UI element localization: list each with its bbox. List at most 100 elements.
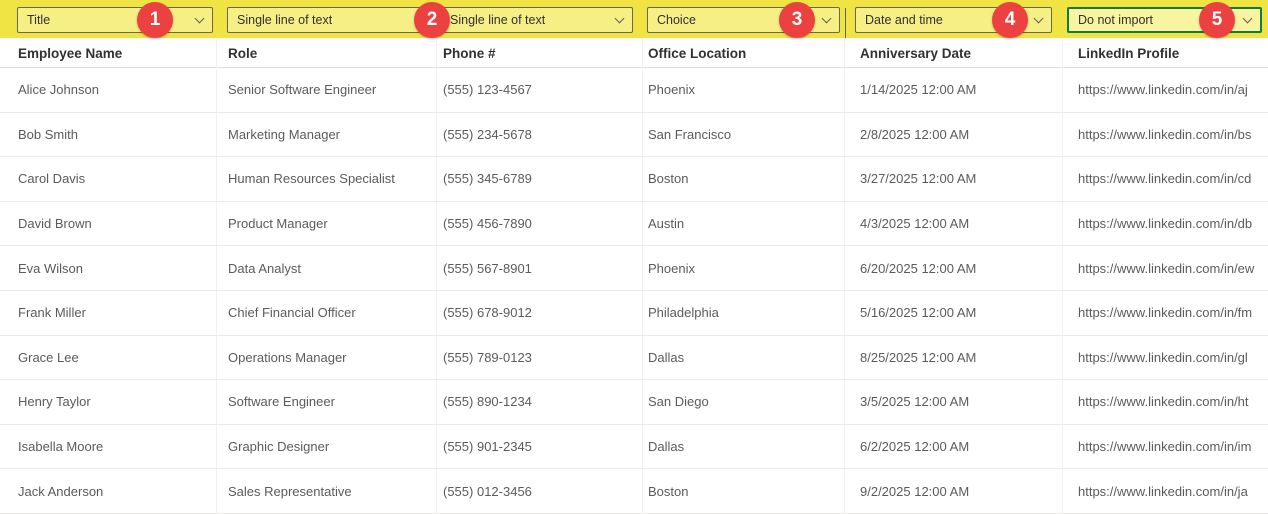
table-row: Jack Anderson Sales Representative (555) 0… xyxy=(0,469,1268,514)
dropdown-selected-value: Single line of text xyxy=(450,13,546,27)
table-cell: (555) 234-5678 xyxy=(437,112,643,157)
step-badge-3: 3 xyxy=(779,2,815,38)
table-cell: 2/8/2025 12:00 AM xyxy=(845,112,1063,157)
table-cell: https://www.linkedin.com/in/ht xyxy=(1078,394,1249,410)
table-row: Carol Davis Human Resources Specialist (55… xyxy=(0,157,1268,202)
table-cell: 1/14/2025 12:00 AM xyxy=(845,68,1063,112)
table-cell: Chief Financial Officer xyxy=(217,290,437,335)
table-row: Frank Miller Chief Financial Officer (555)… xyxy=(0,290,1268,336)
table-cell: Marketing Manager xyxy=(217,112,437,157)
table-cell: Carol Davis xyxy=(0,157,217,201)
dropdown-selected-value: Choice xyxy=(657,13,696,27)
table-cell: 5/16/2025 12:00 AM xyxy=(845,290,1063,335)
column-header: Role xyxy=(217,38,437,68)
column-type-dropdown-2[interactable]: Single line of text xyxy=(227,7,433,33)
gridline-divider xyxy=(845,8,846,38)
column-type-dropdown-3[interactable]: Single line of text xyxy=(440,7,633,33)
table-cell: (555) 012-3456 xyxy=(437,469,643,513)
chevron-down-icon xyxy=(1242,13,1253,23)
table-cell: https://www.linkedin.com/in/bs xyxy=(1078,126,1252,142)
table-cell: https://www.linkedin.com/in/im xyxy=(1078,439,1252,455)
table-cell: Product Manager xyxy=(217,201,437,246)
table-cell: (555) 567-8901 xyxy=(437,246,643,290)
table-cell: Graphic Designer xyxy=(217,424,437,469)
table-cell: (555) 456-7890 xyxy=(437,201,643,246)
table-cell: Boston xyxy=(643,157,845,201)
table-cell: Dallas xyxy=(643,335,845,380)
table-cell: Software Engineer xyxy=(217,380,437,424)
table-cell: Alice Johnson xyxy=(0,68,217,112)
table-cell: Operations Manager xyxy=(217,335,437,380)
dropdown-selected-value: Single line of text xyxy=(237,13,333,27)
table-cell: Human Resources Specialist xyxy=(217,157,437,201)
table-cell: Frank Miller xyxy=(0,290,217,335)
table-cell: San Francisco xyxy=(643,112,845,157)
table-cell: (555) 789-0123 xyxy=(437,335,643,380)
table-cell: 6/20/2025 12:00 AM xyxy=(845,246,1063,290)
table-cell: https://www.linkedin.com/in/ja xyxy=(1078,483,1248,499)
table-cell: Eva Wilson xyxy=(0,246,217,290)
dropdown-selected-value: Do not import xyxy=(1078,13,1154,27)
column-header: Office Location xyxy=(643,38,845,68)
table-cell: Sales Representative xyxy=(217,469,437,513)
table-cell: Isabella Moore xyxy=(0,424,217,469)
table-cell: Philadelphia xyxy=(643,290,845,335)
chevron-down-icon xyxy=(194,13,205,23)
table-cell: 4/3/2025 12:00 AM xyxy=(845,201,1063,246)
table-cell: Boston xyxy=(643,469,845,513)
table-cell: (555) 890-1234 xyxy=(437,380,643,424)
column-header: Employee Name xyxy=(0,38,217,68)
table-cell: Austin xyxy=(643,201,845,246)
table-cell: Dallas xyxy=(643,424,845,469)
table-cell: (555) 678-9012 xyxy=(437,290,643,335)
table-cell: (555) 123-4567 xyxy=(437,68,643,112)
column-type-dropdown-1[interactable]: Title xyxy=(17,7,213,33)
table-cell: Jack Anderson xyxy=(0,469,217,513)
table-row: Grace Lee Operations Manager (555) 789-012… xyxy=(0,335,1268,381)
dropdown-selected-value: Title xyxy=(27,13,51,27)
table-row: Henry Taylor Software Engineer (555) 890-1… xyxy=(0,380,1268,425)
step-badge-1: 1 xyxy=(137,2,173,38)
table-cell: https://www.linkedin.com/in/db xyxy=(1078,216,1253,232)
table-cell: David Brown xyxy=(0,201,217,246)
table-cell: 3/27/2025 12:00 AM xyxy=(845,157,1063,201)
step-badge-4: 4 xyxy=(992,2,1028,38)
table-body: Alice Johnson Senior Software Engineer (55… xyxy=(0,68,1268,514)
table-cell: https://www.linkedin.com/in/ew xyxy=(1078,260,1255,276)
table-row: Alice Johnson Senior Software Engineer (55… xyxy=(0,68,1268,113)
table-cell: https://www.linkedin.com/in/gl xyxy=(1078,349,1248,365)
chevron-down-icon xyxy=(1033,13,1044,23)
table-cell: Senior Software Engineer xyxy=(217,68,437,112)
column-header: Anniversary Date xyxy=(845,38,1063,68)
table-cell: Henry Taylor xyxy=(0,380,217,424)
chevron-down-icon xyxy=(821,13,832,23)
table-cell: 6/2/2025 12:00 AM xyxy=(845,424,1063,469)
table-cell: 9/2/2025 12:00 AM xyxy=(845,469,1063,513)
table-cell: 3/5/2025 12:00 AM xyxy=(845,380,1063,424)
table-cell: (555) 345-6789 xyxy=(437,157,643,201)
table-cell: https://www.linkedin.com/in/fm xyxy=(1078,305,1253,321)
table-row: Bob Smith Marketing Manager (555) 234-5678… xyxy=(0,112,1268,158)
table-row: Eva Wilson Data Analyst (555) 567-8901 Phoe… xyxy=(0,246,1268,291)
table-cell: https://www.linkedin.com/in/cd xyxy=(1078,171,1252,187)
table-cell: 8/25/2025 12:00 AM xyxy=(845,335,1063,380)
step-badge-5: 5 xyxy=(1199,2,1235,38)
table-cell: Bob Smith xyxy=(0,112,217,157)
table-cell: (555) 901-2345 xyxy=(437,424,643,469)
dropdown-selected-value: Date and time xyxy=(865,13,943,27)
column-header: Phone # xyxy=(437,38,643,68)
table-row: Isabella Moore Graphic Designer (555) 901-… xyxy=(0,424,1268,470)
column-header: LinkedIn Profile xyxy=(1078,45,1180,61)
table-header-row: Employee Name Role Phone # Office Location A… xyxy=(0,38,1268,68)
table-row: David Brown Product Manager (555) 456-7890… xyxy=(0,201,1268,247)
step-badge-2: 2 xyxy=(414,2,450,38)
column-mapping-band: Title 1 Single line of text 2 Single line of… xyxy=(0,0,1268,38)
table-cell: Grace Lee xyxy=(0,335,217,380)
chevron-down-icon xyxy=(614,13,625,23)
table-cell: Phoenix xyxy=(643,246,845,290)
table-cell: Data Analyst xyxy=(217,246,437,290)
table-cell: https://www.linkedin.com/in/aj xyxy=(1078,82,1248,98)
table-cell: Phoenix xyxy=(643,68,845,112)
table-cell: San Diego xyxy=(643,380,845,424)
